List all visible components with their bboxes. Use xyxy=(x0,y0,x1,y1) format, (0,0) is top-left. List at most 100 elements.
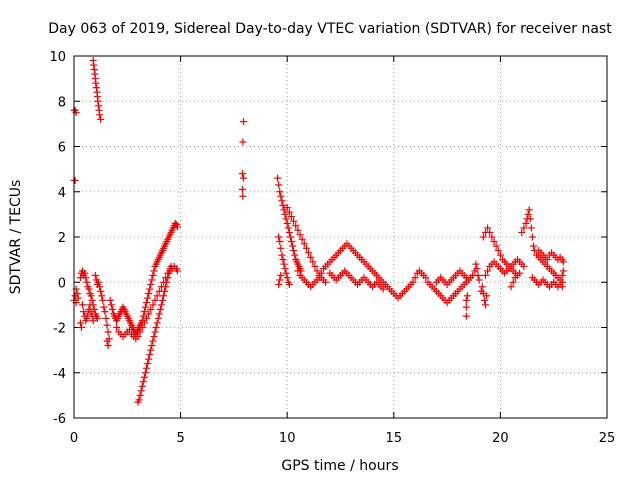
data-point xyxy=(80,308,88,316)
data-point xyxy=(85,285,93,293)
data-point xyxy=(277,271,285,279)
data-point xyxy=(154,314,162,322)
data-point xyxy=(88,312,96,320)
data-point xyxy=(475,276,483,284)
data-point xyxy=(313,267,321,275)
x-tick-label: 5 xyxy=(176,431,184,446)
data-point xyxy=(145,290,153,298)
y-axis-label: SDTVAR / TECUs xyxy=(8,180,24,295)
data-point xyxy=(277,192,285,200)
data-point xyxy=(520,224,528,232)
data-point xyxy=(478,283,486,291)
data-point xyxy=(239,174,247,182)
data-point xyxy=(307,253,315,261)
data-point xyxy=(165,269,173,277)
data-point xyxy=(483,292,491,300)
y-tick-label: 2 xyxy=(58,231,66,246)
y-tick-label: 10 xyxy=(49,50,66,65)
data-point xyxy=(277,244,285,252)
data-point xyxy=(97,287,105,295)
data-point xyxy=(526,215,534,223)
data-point xyxy=(92,84,100,92)
data-point xyxy=(286,233,294,241)
data-point xyxy=(153,292,161,300)
data-point xyxy=(157,301,165,309)
data-point xyxy=(153,319,161,327)
data-point xyxy=(462,274,470,282)
data-point xyxy=(144,294,152,302)
data-point xyxy=(290,247,298,255)
data-point xyxy=(290,217,298,225)
data-point xyxy=(138,382,146,390)
data-point xyxy=(558,271,566,279)
data-point xyxy=(96,283,104,291)
data-point xyxy=(98,292,106,300)
data-point xyxy=(142,314,150,322)
data-point xyxy=(488,233,496,241)
data-point xyxy=(296,231,304,239)
data-point xyxy=(287,213,295,221)
data-point xyxy=(146,285,154,293)
data-point xyxy=(302,244,310,252)
data-point xyxy=(103,321,111,329)
data-point xyxy=(239,138,247,146)
data-point xyxy=(74,294,82,302)
data-point xyxy=(96,111,104,119)
data-point xyxy=(238,170,246,178)
data-point xyxy=(558,283,566,291)
data-point xyxy=(238,185,246,193)
data-point xyxy=(83,278,91,286)
data-point xyxy=(158,296,166,304)
data-point xyxy=(151,296,159,304)
x-axis-ticks: 0 5 10 15 20 25 xyxy=(70,56,615,446)
data-point xyxy=(479,233,487,241)
data-point xyxy=(279,201,287,209)
data-point xyxy=(285,281,293,289)
data-point xyxy=(147,305,155,313)
data-point xyxy=(486,228,494,236)
data-point xyxy=(484,224,492,232)
data-point xyxy=(82,274,90,282)
y-tick-label: -4 xyxy=(53,367,66,382)
data-point xyxy=(311,262,319,270)
data-point xyxy=(150,267,158,275)
y-tick-label: -6 xyxy=(53,412,66,427)
data-point xyxy=(282,215,290,223)
data-point xyxy=(322,278,330,286)
data-point xyxy=(144,360,152,368)
data-point xyxy=(279,256,287,264)
data-point xyxy=(527,224,535,232)
data-point xyxy=(164,274,172,282)
data-point xyxy=(95,278,103,286)
chart-title: Day 063 of 2019, Sidereal Day-to-day VTE… xyxy=(48,21,612,37)
data-point xyxy=(140,319,148,327)
data-point xyxy=(135,396,143,404)
y-tick-label: 0 xyxy=(58,276,66,291)
data-point xyxy=(280,260,288,268)
data-point xyxy=(411,274,419,282)
data-point xyxy=(309,258,317,266)
data-point xyxy=(484,267,492,275)
data-point xyxy=(134,333,142,341)
data-point xyxy=(494,247,502,255)
data-point xyxy=(146,351,154,359)
data-point xyxy=(103,337,111,345)
data-point xyxy=(107,301,115,309)
data-point xyxy=(274,174,282,182)
data-point xyxy=(409,278,417,286)
data-point xyxy=(522,219,530,227)
x-tick-label: 25 xyxy=(599,431,616,446)
data-point xyxy=(496,251,504,259)
x-tick-label: 15 xyxy=(386,431,403,446)
data-point xyxy=(239,192,247,200)
data-point xyxy=(162,283,170,291)
data-point xyxy=(151,328,159,336)
data-point xyxy=(463,292,471,300)
data-point xyxy=(473,265,481,273)
data-point xyxy=(149,337,157,345)
data-point xyxy=(317,269,325,277)
data-point xyxy=(173,267,181,275)
data-point xyxy=(102,314,110,322)
x-axis-label: GPS time / hours xyxy=(281,458,398,474)
data-point xyxy=(100,303,108,311)
